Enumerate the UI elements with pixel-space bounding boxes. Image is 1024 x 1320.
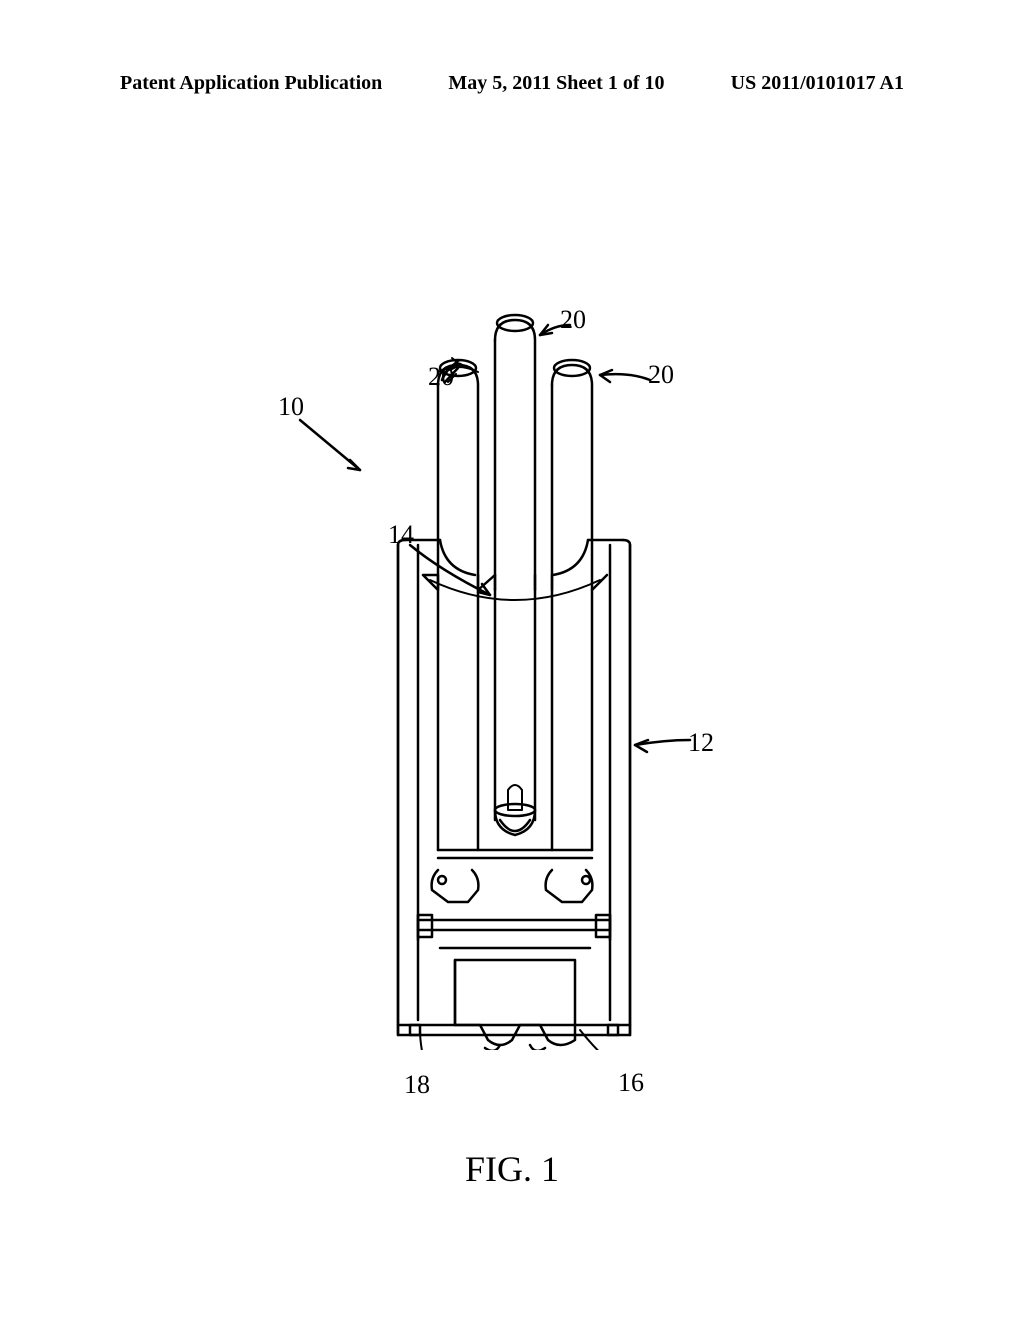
header-left: Patent Application Publication bbox=[120, 72, 382, 95]
ref-20-left: 20 bbox=[428, 362, 454, 392]
figure-label: FIG. 1 bbox=[0, 1148, 1024, 1190]
page-header: Patent Application Publication May 5, 20… bbox=[0, 72, 1024, 95]
header-center: May 5, 2011 Sheet 1 of 10 bbox=[448, 72, 664, 95]
ref-12: 12 bbox=[688, 728, 714, 758]
patent-drawing bbox=[0, 150, 1024, 1050]
ref-20-right: 20 bbox=[648, 360, 674, 390]
ref-18: 18 bbox=[404, 1070, 430, 1100]
header-right: US 2011/0101017 A1 bbox=[731, 72, 904, 95]
ref-14: 14 bbox=[388, 520, 414, 550]
ref-20-center: 20 bbox=[560, 305, 586, 335]
ref-16: 16 bbox=[618, 1068, 644, 1098]
figure-1: 10 20 20 20 14 12 18 16 bbox=[0, 150, 1024, 1050]
ref-10: 10 bbox=[278, 392, 304, 422]
